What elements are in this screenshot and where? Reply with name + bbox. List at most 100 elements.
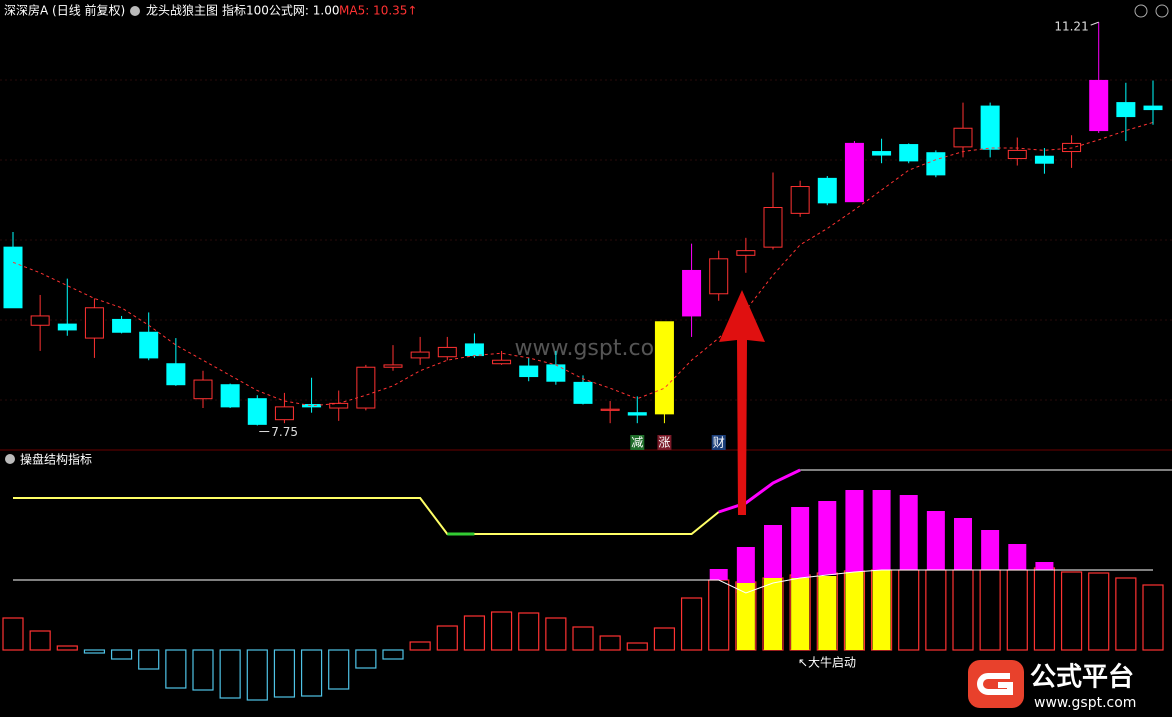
candle-body — [464, 343, 484, 357]
plot: 减 涨 财 11.21 7.75 — [2, 20, 1172, 701]
candle-body — [383, 364, 403, 368]
magenta-bar — [764, 525, 782, 583]
candle-body — [166, 363, 186, 386]
candle-body — [682, 269, 702, 317]
candle-body — [654, 321, 674, 415]
candle-body — [1143, 105, 1163, 111]
magenta-bar — [736, 547, 755, 593]
candle-body — [193, 379, 213, 400]
candle-body — [736, 250, 756, 256]
candle-body — [30, 315, 50, 326]
signal-label: 减 — [631, 436, 643, 450]
yellow-bar — [736, 583, 755, 650]
symbol: 深深房A (日线 前复权) — [4, 3, 125, 18]
yellow-bar — [791, 578, 810, 650]
grid — [0, 79, 1172, 401]
hist-bar — [138, 649, 160, 670]
candle-body — [274, 406, 294, 421]
magenta-bar — [845, 490, 864, 572]
hist-bar — [192, 649, 214, 691]
signal-box — [657, 435, 672, 450]
candle-body — [872, 151, 892, 156]
logo-name: 公式平台 — [1030, 662, 1134, 693]
collapse-icon[interactable] — [130, 6, 140, 16]
hist-bar — [56, 645, 78, 651]
candle-body — [3, 246, 23, 309]
candle-body — [1062, 142, 1082, 153]
magenta-bar — [818, 501, 837, 575]
high-label: 11.21 — [1054, 20, 1088, 34]
low-label: 7.75 — [271, 425, 298, 439]
candle-body — [519, 365, 539, 378]
yellow-bar — [872, 570, 891, 650]
candle-body — [1089, 79, 1109, 132]
signal-label: 财 — [713, 436, 725, 450]
yellow-bar — [818, 576, 837, 650]
hist-bar — [83, 649, 106, 654]
hist-bar — [219, 649, 241, 699]
logo-url: www.gspt.com — [1034, 695, 1136, 711]
hist-bar — [165, 649, 187, 689]
candle-body — [437, 346, 457, 358]
candle-body — [410, 351, 430, 359]
annotation: ↖大牛启动 — [798, 655, 856, 670]
signal-box — [711, 435, 726, 450]
logo-glyph — [977, 673, 1013, 695]
candle-body — [980, 105, 1000, 150]
magenta-bar — [1008, 544, 1027, 570]
hist-bar — [29, 630, 51, 651]
candle-body — [573, 381, 593, 404]
candle-body — [247, 398, 267, 425]
hist-bar — [355, 649, 377, 669]
candle-body — [139, 331, 159, 359]
magenta-bar — [1035, 562, 1054, 570]
hist-bar — [1142, 584, 1164, 651]
watermark: www.gspt.com — [515, 336, 676, 361]
signal-label: 涨 — [658, 435, 670, 450]
magenta-bar — [954, 518, 972, 570]
candle-body — [763, 207, 783, 248]
hist-bar — [246, 649, 268, 701]
magenta-bar — [791, 507, 810, 578]
hist-bar — [463, 615, 486, 651]
high-arrow — [1090, 21, 1099, 26]
candle-body — [112, 318, 132, 333]
magenta-bar — [981, 530, 1000, 570]
magenta-bar — [709, 569, 728, 580]
panel-title: 操盘结构指标 — [20, 452, 92, 467]
hist-bar — [2, 617, 24, 651]
magenta-bar — [926, 511, 945, 570]
hist-bar — [1115, 577, 1137, 651]
line — [13, 497, 720, 535]
hist-bar — [328, 649, 350, 690]
hist-bar — [110, 649, 133, 660]
hist-bar — [1088, 572, 1110, 651]
settings-icon[interactable] — [1134, 4, 1148, 18]
line — [13, 569, 1153, 594]
close-icon[interactable] — [1155, 4, 1169, 18]
candle-body — [926, 152, 946, 176]
hist-bar — [1060, 571, 1083, 651]
candle-body — [600, 408, 620, 411]
magenta-bar — [899, 495, 918, 570]
candle-body — [220, 384, 240, 408]
candle-body — [627, 412, 647, 416]
collapse-icon[interactable] — [5, 454, 15, 464]
hist-bar — [300, 649, 323, 697]
hist-bar — [518, 612, 540, 651]
yellow-bar — [845, 572, 864, 650]
candle-body — [817, 177, 837, 204]
hist-bar — [545, 617, 567, 651]
ma-text: MA5: 10.35↑ — [339, 4, 417, 18]
line — [12, 121, 1154, 407]
candle-body — [546, 364, 566, 382]
hist-bar — [436, 625, 458, 651]
hist-bar — [680, 597, 703, 651]
hist-bar — [273, 649, 296, 698]
formula: 指标100公式网: 1.00 — [222, 3, 339, 18]
candle-body — [1007, 149, 1027, 160]
signal-box — [630, 435, 645, 450]
